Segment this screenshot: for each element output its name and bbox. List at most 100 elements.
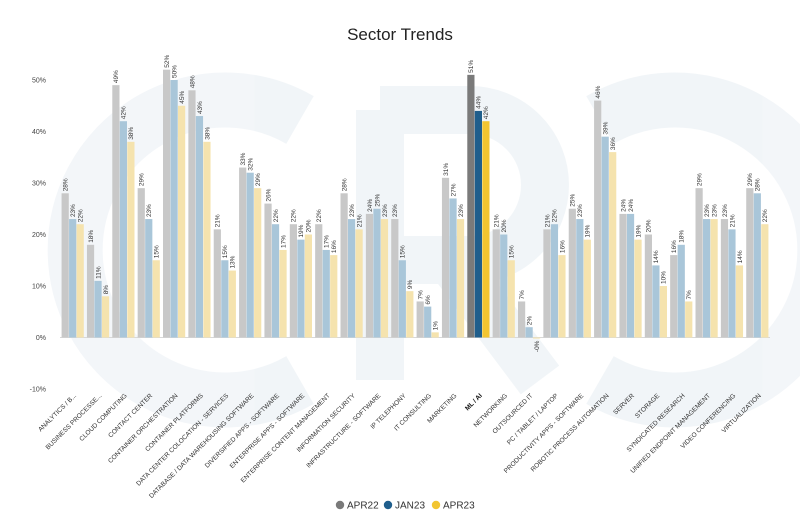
legend-marker — [383, 500, 393, 510]
bar-apr23 — [634, 239, 642, 338]
bar-apr22 — [746, 188, 754, 338]
data-label: 23% — [70, 204, 77, 217]
bar-apr22 — [315, 224, 323, 338]
bar-apr23 — [710, 219, 718, 338]
data-label: 50% — [171, 65, 178, 78]
data-label: 27% — [450, 183, 457, 196]
data-label: 21% — [356, 214, 363, 227]
data-label: 17% — [280, 235, 287, 248]
data-label: 26% — [265, 188, 272, 201]
data-label: -0% — [534, 340, 541, 352]
data-label: 18% — [88, 230, 95, 243]
data-label: 22% — [552, 209, 559, 222]
bar-apr22 — [137, 188, 145, 338]
bar-apr22 — [695, 188, 703, 338]
bar-apr23 — [533, 337, 541, 339]
bar-jan23 — [69, 219, 77, 338]
data-label: 21% — [729, 214, 736, 227]
data-label: 13% — [230, 255, 237, 268]
bar-jan23 — [576, 219, 584, 338]
bar-apr23 — [254, 188, 262, 338]
data-label: 14% — [737, 250, 744, 263]
data-label: 28% — [755, 178, 762, 191]
bar-apr23 — [431, 332, 439, 338]
data-label: 19% — [585, 224, 592, 237]
bar-jan23 — [601, 136, 609, 338]
data-label: 10% — [661, 271, 668, 284]
bar-jan23 — [677, 244, 685, 338]
data-label: 32% — [247, 157, 254, 170]
bar-apr22 — [61, 193, 69, 338]
bar-apr23 — [685, 301, 693, 338]
legend-label: APR23 — [443, 501, 475, 512]
bar-apr22 — [492, 229, 500, 338]
bar-apr23 — [507, 260, 515, 338]
category-label: CLOUD COMPUTING — [78, 392, 128, 442]
bar-apr23 — [355, 229, 363, 338]
data-label: 15% — [509, 245, 516, 258]
data-label: 33% — [240, 152, 247, 165]
bar-jan23 — [525, 327, 533, 338]
bar-apr22 — [518, 301, 526, 338]
data-label: 39% — [602, 121, 609, 134]
data-label: 20% — [306, 219, 313, 232]
bar-apr23 — [735, 265, 744, 338]
data-label: 23% — [711, 204, 718, 217]
category-label: PC / TABLET / LAPTOP — [506, 392, 560, 446]
bar-apr22 — [289, 224, 297, 338]
data-label: 28% — [341, 178, 348, 191]
data-label: 49% — [113, 70, 120, 83]
data-label: 43% — [197, 101, 204, 114]
data-label: 24% — [620, 199, 627, 212]
data-label: 29% — [255, 173, 262, 186]
data-label: 42% — [121, 106, 128, 119]
data-label: 21% — [215, 214, 222, 227]
legend-marker — [431, 500, 441, 510]
data-label: 21% — [544, 214, 551, 227]
data-label: 6% — [425, 295, 432, 305]
data-label: 52% — [164, 54, 171, 67]
bar-jan23 — [474, 110, 482, 338]
data-label: 20% — [646, 219, 653, 232]
bar-apr22 — [239, 167, 247, 338]
bar-apr22 — [112, 85, 120, 338]
bar-apr23 — [304, 234, 312, 338]
bar-jan23 — [728, 229, 736, 338]
data-label: 7% — [519, 290, 526, 300]
bar-apr22 — [264, 203, 272, 338]
y-tick-label: 30% — [32, 181, 46, 188]
bar-jan23 — [221, 260, 229, 338]
bar-apr22 — [163, 69, 171, 338]
data-label: 7% — [417, 290, 424, 300]
data-label: 48% — [189, 75, 196, 88]
bar-apr23 — [178, 105, 186, 338]
data-label: 38% — [204, 127, 211, 140]
data-label: 22% — [291, 209, 298, 222]
bar-jan23 — [348, 219, 356, 338]
data-label: 45% — [179, 91, 186, 104]
bar-apr22 — [467, 74, 475, 338]
data-label: 51% — [468, 60, 475, 73]
legend-marker — [335, 500, 345, 510]
data-label: 9% — [407, 280, 414, 290]
data-label: 14% — [653, 250, 660, 263]
bar-jan23 — [145, 219, 153, 338]
data-label: 15% — [400, 245, 407, 258]
bar-jan23 — [195, 116, 204, 338]
bar-apr23 — [761, 224, 769, 338]
data-label: 22% — [762, 209, 769, 222]
bar-apr22 — [644, 234, 652, 338]
bar-apr23 — [152, 260, 160, 338]
data-label: 29% — [747, 173, 754, 186]
bar-apr23 — [127, 141, 135, 338]
legend: APR22 JAN23 APR23 — [335, 500, 475, 512]
bar-apr23 — [558, 255, 566, 338]
bar-jan23 — [703, 219, 711, 338]
bar-apr22 — [391, 219, 399, 338]
bar-jan23 — [550, 224, 559, 338]
data-label: 23% — [458, 204, 465, 217]
data-label: 36% — [610, 137, 617, 150]
y-tick-label: 40% — [32, 129, 46, 136]
data-label: 38% — [128, 127, 135, 140]
